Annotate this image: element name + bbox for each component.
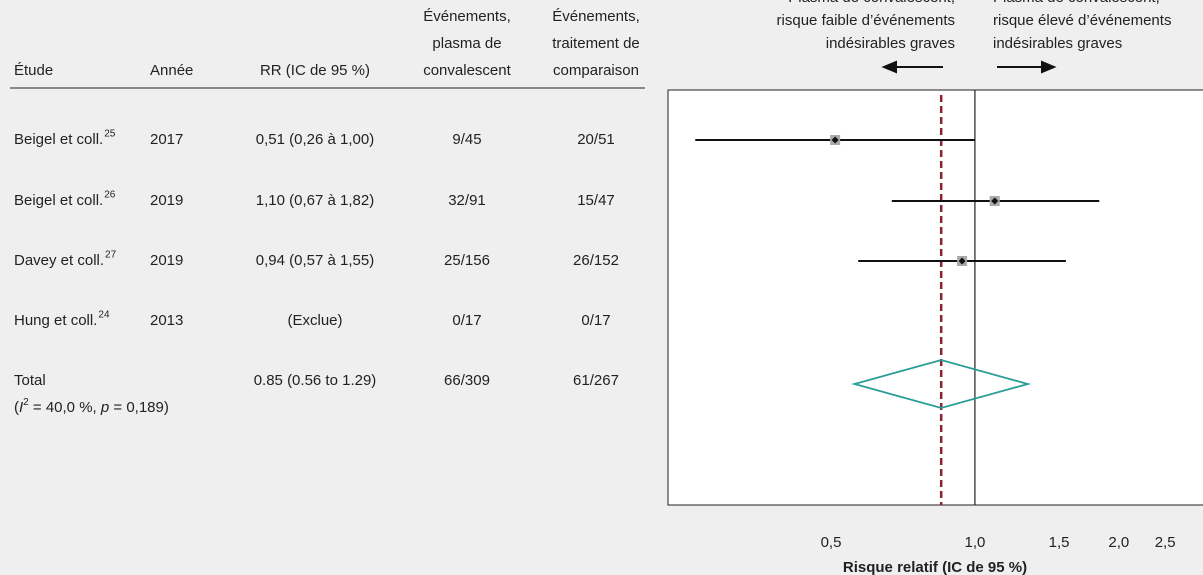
favors-left: indésirables graves xyxy=(826,35,955,52)
column-header: Événements, xyxy=(423,8,511,25)
events-comp: 20/51 xyxy=(577,131,615,148)
study-ci: 0,94 (0,57 à 1,55) xyxy=(256,252,374,269)
heterogeneity-part: = 0,189) xyxy=(109,399,169,416)
favors-right: risque élevé d’événements xyxy=(993,12,1171,29)
arrow-left-head xyxy=(881,60,897,74)
heterogeneity-part: p xyxy=(100,399,109,416)
study-ci: 0,51 (0,26 à 1,00) xyxy=(256,131,374,148)
study-name: Hung et coll. xyxy=(14,312,97,329)
column-header: Année xyxy=(150,62,193,79)
x-tick-label: 1,5 xyxy=(1049,534,1070,551)
study-year: 2013 xyxy=(150,312,183,329)
study-name: Davey et coll. xyxy=(14,252,104,269)
arrows xyxy=(881,60,1057,74)
events-cp: 0/17 xyxy=(452,312,481,329)
total-name: Total xyxy=(14,372,46,389)
total-events-comp: 61/267 xyxy=(573,372,619,389)
pooled-diamond xyxy=(851,359,1032,409)
study-name: Beigel et coll. xyxy=(14,131,103,148)
favors-left: Plasma de convalescent, xyxy=(788,0,955,6)
heterogeneity-part: 2 xyxy=(23,397,29,408)
study-ref: 25 xyxy=(104,129,116,140)
study-ci: 1,10 (0,67 à 1,82) xyxy=(256,192,374,209)
events-comp: 15/47 xyxy=(577,192,615,209)
column-header: Étude xyxy=(14,62,53,79)
events-cp: 25/156 xyxy=(444,252,490,269)
study-year: 2017 xyxy=(150,131,183,148)
study-point xyxy=(958,257,966,265)
events-cp: 32/91 xyxy=(448,192,486,209)
events-comp: 0/17 xyxy=(581,312,610,329)
heterogeneity-part: ( xyxy=(14,399,19,416)
heterogeneity: (I2 = 40,0 %, p = 0,189) xyxy=(14,397,169,416)
column-header: comparaison xyxy=(553,62,639,79)
study-name: Beigel et coll. xyxy=(14,192,103,209)
arrow-right-head xyxy=(1041,60,1057,74)
x-tick-label: 2,0 xyxy=(1108,534,1129,551)
study-ref: 27 xyxy=(105,250,117,261)
x-axis-title: Risque relatif (IC de 95 %) xyxy=(843,559,1027,575)
study-ref: 26 xyxy=(104,190,116,201)
study-ref: 24 xyxy=(98,310,110,321)
events-cp: 9/45 xyxy=(452,131,481,148)
x-tick-label: 1,0 xyxy=(964,534,985,551)
x-tick-label: 2,5 xyxy=(1155,534,1176,551)
study-year: 2019 xyxy=(150,192,183,209)
column-header: RR (IC de 95 %) xyxy=(260,62,370,79)
total-events-cp: 66/309 xyxy=(444,372,490,389)
favors-left: risque faible d’événements xyxy=(777,12,955,29)
favors-right: Plasma de convalescent, xyxy=(993,0,1160,6)
total-ci: 0.85 (0.56 to 1.29) xyxy=(254,372,377,389)
favors-right: indésirables graves xyxy=(993,35,1122,52)
x-tick-label: 0,5 xyxy=(821,534,842,551)
heterogeneity-part: I xyxy=(19,399,23,416)
column-header: traitement de xyxy=(552,35,640,52)
heterogeneity-part: = 40,0 %, xyxy=(29,399,101,416)
column-header: convalescent xyxy=(423,62,511,79)
events-comp: 26/152 xyxy=(573,252,619,269)
column-header: Événements, xyxy=(552,8,640,25)
column-header: plasma de xyxy=(432,35,501,52)
study-ci: (Exclue) xyxy=(287,312,342,329)
study-point xyxy=(831,136,839,144)
study-year: 2019 xyxy=(150,252,183,269)
study-point xyxy=(991,197,999,205)
plot-frame xyxy=(667,89,1203,506)
